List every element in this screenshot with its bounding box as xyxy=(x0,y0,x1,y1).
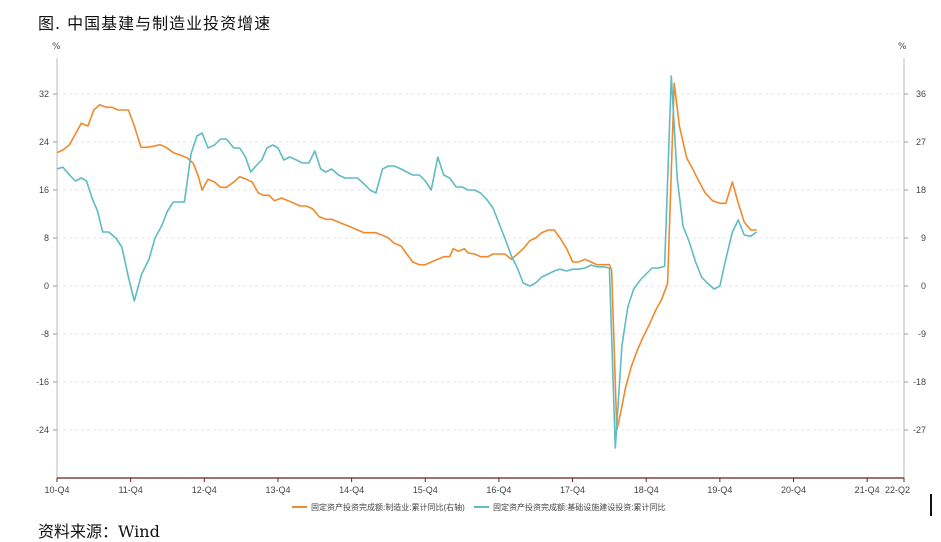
x-tick-label: 11-Q4 xyxy=(118,485,142,495)
right-tick-label: -18 xyxy=(913,377,926,387)
text-cursor-mark xyxy=(930,494,932,516)
grid-lines xyxy=(56,58,905,478)
left-axis-unit: % xyxy=(52,42,61,52)
x-tick-label: 12-Q4 xyxy=(192,485,217,495)
series-line-1 xyxy=(56,82,757,431)
left-axis-ticks: -24 -16 -8 0 8 16 24 32 xyxy=(36,89,57,435)
chart-title: 图. 中国基建与制造业投资增速 xyxy=(38,14,272,33)
right-tick-label: 18 xyxy=(916,185,926,195)
left-tick-label: -16 xyxy=(36,377,49,387)
left-tick-label: 24 xyxy=(39,137,49,147)
right-axis-unit: % xyxy=(898,42,907,52)
x-axis: 10-Q4 11-Q4 12-Q4 13-Q4 14-Q4 15-Q4 16-Q4 17-Q4… xyxy=(44,477,910,495)
right-tick-label: 27 xyxy=(916,137,926,147)
legend-label-1: 固定资产投资完成额:制造业:累计同比(右轴) xyxy=(311,502,465,512)
x-tick-label: 13-Q4 xyxy=(265,485,290,495)
right-tick-label: -27 xyxy=(913,425,926,435)
x-tick-label: 15-Q4 xyxy=(413,485,438,495)
x-tick-label: 10-Q4 xyxy=(44,485,69,495)
left-tick-label: -24 xyxy=(36,425,49,435)
right-tick-label: 36 xyxy=(916,89,926,99)
legend: 固定资产投资完成额:制造业:累计同比(右轴) 固定资产投资完成额:基础设施建设投资… xyxy=(292,502,665,512)
x-tick-label: 14-Q4 xyxy=(339,485,364,495)
x-tick-label: 21-Q4 xyxy=(855,485,880,495)
x-tick-label: 17-Q4 xyxy=(560,485,585,495)
left-tick-label: 16 xyxy=(39,185,49,195)
left-tick-label: -8 xyxy=(41,329,49,339)
series-lines xyxy=(56,75,758,449)
x-tick-label: 22-Q2 xyxy=(885,485,910,495)
right-axis-ticks: -27 -18 -9 0 9 18 27 36 xyxy=(904,89,926,435)
x-tick-label: 20-Q4 xyxy=(781,485,806,495)
x-tick-label: 19-Q4 xyxy=(707,485,732,495)
right-tick-label: 0 xyxy=(921,281,926,291)
series-line-2 xyxy=(56,75,758,449)
right-tick-label: -9 xyxy=(918,329,926,339)
left-tick-label: 0 xyxy=(44,281,49,291)
source-note: 资料来源：Wind xyxy=(38,522,160,541)
x-tick-label: 16-Q4 xyxy=(486,485,511,495)
right-tick-label: 9 xyxy=(921,233,926,243)
left-tick-label: 32 xyxy=(39,89,49,99)
left-tick-label: 8 xyxy=(44,233,49,243)
legend-label-2: 固定资产投资完成额:基础设施建设投资:累计同比 xyxy=(493,502,665,512)
x-tick-label: 18-Q4 xyxy=(634,485,659,495)
